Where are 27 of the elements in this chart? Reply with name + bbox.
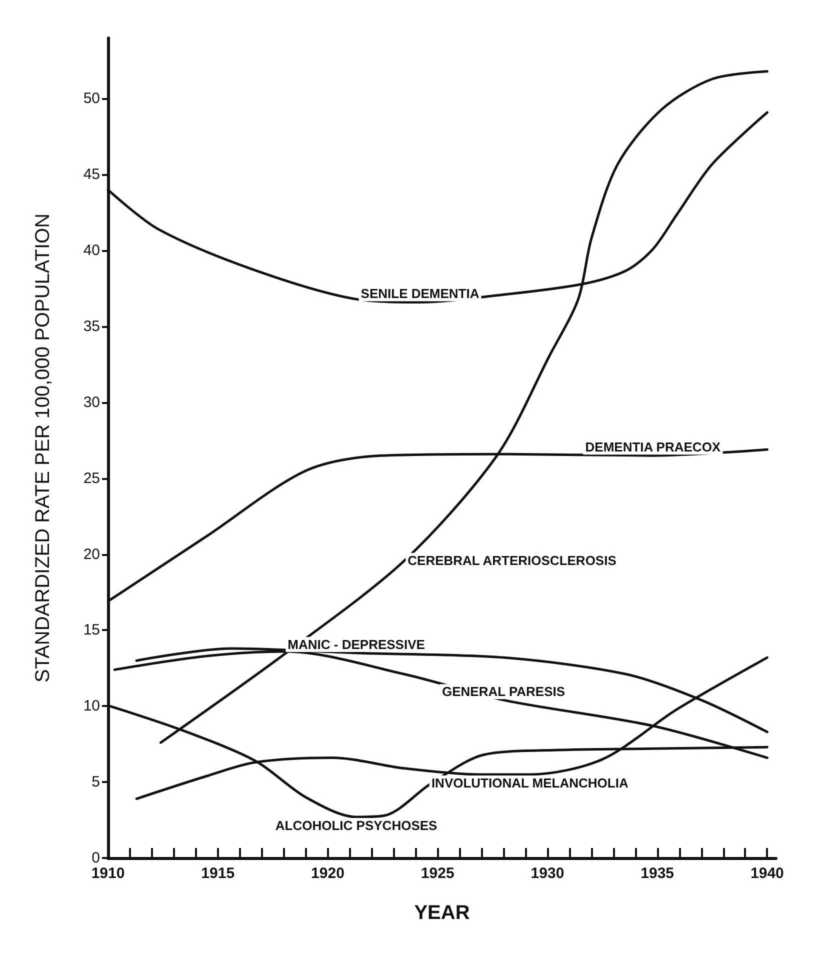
x-tick-label: 1920 bbox=[311, 865, 344, 882]
series-label: ALCOHOLIC PSYCHOSES bbox=[275, 818, 438, 833]
y-tick-label: 30 bbox=[83, 394, 100, 411]
x-tick-label: 1940 bbox=[750, 865, 784, 882]
y-tick-label: 10 bbox=[83, 698, 100, 715]
series-label: SENILE DEMENTIA bbox=[360, 286, 480, 302]
x-tick-label: 1915 bbox=[201, 865, 235, 882]
series-label: GENERAL PARESIS bbox=[442, 684, 566, 700]
y-tick-label: 45 bbox=[83, 166, 100, 184]
y-tick-label: 35 bbox=[83, 318, 100, 336]
y-tick-label: 25 bbox=[83, 470, 100, 487]
series-label: INVOLUTIONAL MELANCHOLIA bbox=[431, 775, 629, 790]
y-tick-label: 15 bbox=[83, 622, 100, 639]
series-label: CEREBRAL ARTERIOSCLEROSIS bbox=[408, 552, 617, 568]
x-tick-label: 1935 bbox=[640, 865, 674, 882]
series-label: DEMENTIA PRAECOX bbox=[585, 440, 721, 455]
y-axis-title: STANDARDIZED RATE PER 100,000 POPULATION bbox=[32, 213, 54, 683]
x-tick-label: 1910 bbox=[91, 865, 125, 882]
x-tick-label: 1930 bbox=[530, 865, 564, 882]
y-tick-label: 50 bbox=[83, 90, 100, 108]
y-tick-label: 40 bbox=[83, 242, 100, 260]
y-tick-label: 0 bbox=[92, 850, 100, 866]
series-label: MANIC - DEPRESSIVE bbox=[288, 637, 426, 652]
y-tick-label: 20 bbox=[83, 546, 100, 563]
x-tick-label: 1925 bbox=[420, 865, 454, 882]
x-axis-title: YEAR bbox=[414, 902, 470, 924]
y-tick-label: 5 bbox=[92, 774, 100, 791]
